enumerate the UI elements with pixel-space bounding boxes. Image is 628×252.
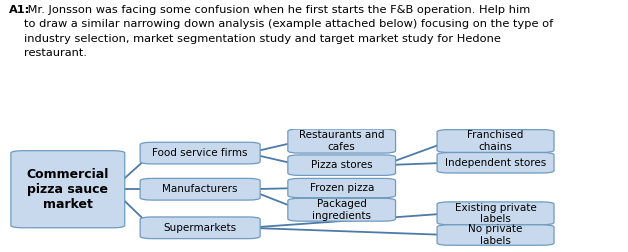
Text: Commercial
pizza sauce
market: Commercial pizza sauce market bbox=[26, 168, 109, 211]
Text: Independent stores: Independent stores bbox=[445, 158, 546, 168]
FancyBboxPatch shape bbox=[437, 202, 554, 225]
Text: Manufacturers: Manufacturers bbox=[163, 184, 238, 194]
Text: Frozen pizza: Frozen pizza bbox=[310, 183, 374, 193]
Text: Existing private
labels: Existing private labels bbox=[455, 203, 536, 224]
Text: Food service firms: Food service firms bbox=[153, 148, 248, 158]
Text: Pizza stores: Pizza stores bbox=[311, 160, 372, 170]
Text: Supermarkets: Supermarkets bbox=[163, 223, 237, 233]
FancyBboxPatch shape bbox=[437, 225, 554, 245]
FancyBboxPatch shape bbox=[140, 142, 260, 164]
Text: Packaged
ingredients: Packaged ingredients bbox=[312, 199, 371, 220]
FancyBboxPatch shape bbox=[288, 129, 396, 153]
FancyBboxPatch shape bbox=[11, 151, 125, 228]
FancyBboxPatch shape bbox=[140, 178, 260, 200]
FancyBboxPatch shape bbox=[288, 155, 396, 175]
FancyBboxPatch shape bbox=[437, 152, 554, 173]
FancyBboxPatch shape bbox=[437, 130, 554, 152]
Text: A1:: A1: bbox=[9, 5, 31, 15]
Text: No private
labels: No private labels bbox=[468, 224, 522, 246]
Text: Franchised
chains: Franchised chains bbox=[467, 130, 524, 152]
FancyBboxPatch shape bbox=[140, 217, 260, 239]
Text: Mr. Jonsson was facing some confusion when he first starts the F&B operation. He: Mr. Jonsson was facing some confusion wh… bbox=[23, 5, 553, 58]
Text: Restaurants and
cafes: Restaurants and cafes bbox=[299, 130, 384, 152]
FancyBboxPatch shape bbox=[288, 198, 396, 221]
FancyBboxPatch shape bbox=[288, 178, 396, 198]
